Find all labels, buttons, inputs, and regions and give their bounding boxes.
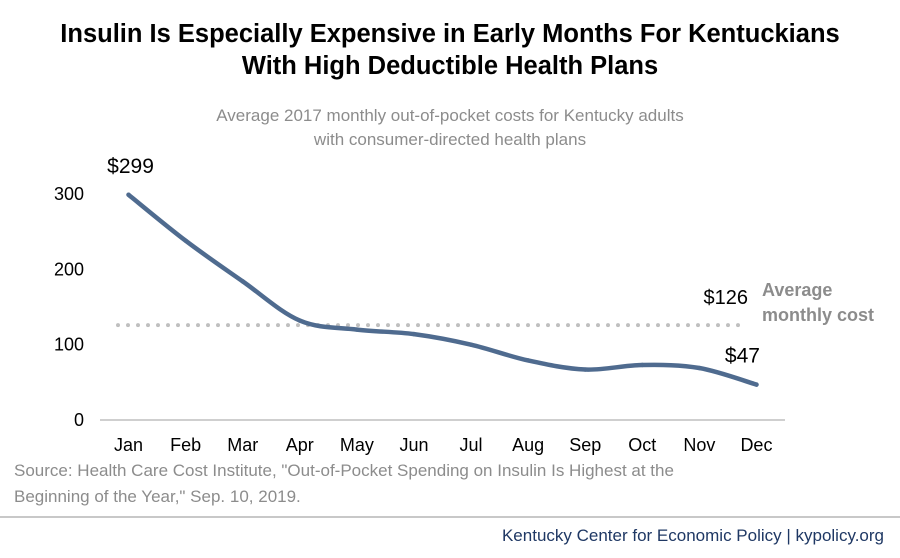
chart-subtitle-line-2: with consumer-directed health plans [313, 130, 587, 149]
data-point [240, 279, 245, 284]
x-tick-label: Mar [227, 435, 258, 455]
series-line [126, 192, 759, 387]
data-point [126, 192, 131, 197]
x-tick-label: Jul [460, 435, 483, 455]
data-point [411, 331, 417, 337]
y-tick-label: 100 [54, 335, 84, 355]
data-point [697, 365, 702, 371]
data-point [525, 358, 531, 363]
average-caption: monthly cost [762, 305, 874, 325]
y-tick-label: 0 [74, 410, 84, 430]
x-tick-label: Oct [628, 435, 656, 455]
y-tick-label: 300 [54, 184, 84, 204]
x-tick-label: Jan [114, 435, 143, 455]
average-caption: Average [762, 280, 832, 300]
line-chart: 0 100 200 300 Jan Feb Mar Apr May Jun Jul Aug Sep Oct… [54, 155, 874, 455]
x-tick-label: Nov [683, 435, 715, 455]
footer-divider [0, 516, 900, 518]
data-point [583, 367, 588, 372]
chart-title-line-2: With High Deductible Health Plans [241, 52, 659, 80]
chart-subtitle-line-1: Average 2017 monthly out-of-pocket costs… [216, 106, 684, 125]
data-label: $47 [725, 345, 760, 368]
data-point [468, 342, 474, 347]
x-tick-label: Jun [399, 435, 428, 455]
y-tick-label: 200 [54, 259, 84, 279]
footer-credit: Kentucky Center for Economic Policy | ky… [501, 526, 884, 545]
data-point [354, 327, 360, 332]
x-tick-label: May [340, 435, 374, 455]
average-value-label: $126 [704, 287, 749, 309]
source-line-1: Source: Health Care Cost Institute, "Out… [14, 461, 674, 480]
source-note: Source: Health Care Cost Institute, "Out… [14, 458, 864, 510]
x-tick-label: Aug [512, 435, 544, 455]
data-point [640, 362, 645, 368]
chart-title: Insulin Is Especially Expensive in Early… [0, 18, 900, 82]
data-point [183, 238, 188, 243]
chart-subtitle: Average 2017 monthly out-of-pocket costs… [0, 104, 900, 152]
data-point [297, 318, 302, 323]
x-tick-label: Feb [170, 435, 201, 455]
chart-title-line-1: Insulin Is Especially Expensive in Early… [60, 20, 840, 48]
x-tick-label: Dec [740, 435, 772, 455]
data-label: $299 [107, 155, 154, 178]
x-tick-label: Apr [286, 435, 314, 455]
x-tick-label: Sep [569, 435, 601, 455]
data-point [754, 382, 759, 387]
source-line-2: Beginning of the Year," Sep. 10, 2019. [14, 487, 301, 506]
